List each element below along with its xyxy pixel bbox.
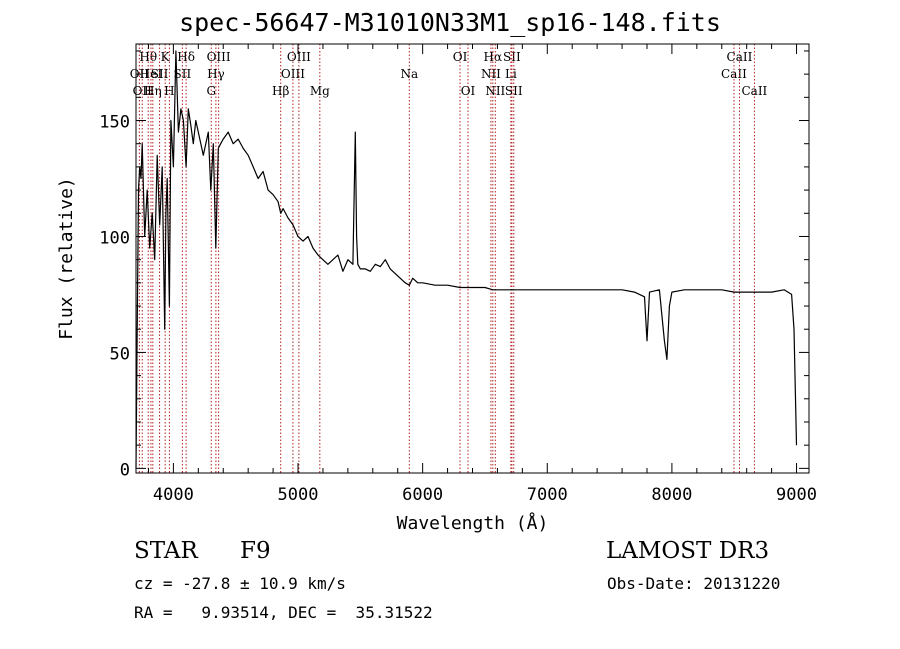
line-label: OIII	[207, 50, 231, 64]
spectral-class: F9	[240, 538, 271, 564]
line-label: Hα	[484, 50, 503, 64]
line-label: NII	[481, 67, 501, 81]
line-label: CaII	[741, 84, 767, 98]
x-tick-label: 4000	[153, 485, 194, 505]
spectrum-line	[135, 50, 798, 469]
line-label: Na	[400, 67, 418, 81]
x-tick-label: 8000	[651, 485, 692, 505]
line-label: Mg	[310, 84, 330, 98]
ra-dec-coordinates: RA = 9.93514, DEC = 35.31522	[134, 603, 433, 622]
line-label: Hγ	[207, 67, 225, 81]
line-label: Hβ	[272, 84, 289, 98]
line-label: Hθ	[139, 50, 157, 64]
x-tick-label: 7000	[527, 485, 568, 505]
line-label: OII	[133, 84, 153, 98]
x-tick-label: 9000	[776, 485, 817, 505]
observation-date: Obs-Date: 20131220	[607, 574, 781, 593]
y-tick-label: 0	[120, 460, 130, 480]
x-tick-label: 6000	[402, 485, 443, 505]
line-label: OI	[453, 50, 468, 64]
line-label: OI	[461, 84, 476, 98]
line-label: Hδ	[177, 50, 195, 64]
line-label: HeI	[140, 67, 163, 81]
plot-frame	[135, 43, 810, 474]
line-label: OIII	[281, 67, 305, 81]
object-type: STAR	[134, 538, 198, 564]
line-label: SII	[151, 67, 169, 81]
line-label: Li	[505, 67, 517, 81]
chart-title: spec-56647-M31010N33M1_sp16-148.fits	[179, 8, 721, 37]
y-tick-label: 50	[110, 344, 130, 364]
line-label: NII	[485, 84, 505, 98]
line-label: G	[206, 84, 216, 98]
line-label: K	[161, 50, 171, 64]
line-label: CaII	[727, 50, 753, 64]
line-label: SII	[503, 50, 521, 64]
line-label: OIII	[287, 50, 311, 64]
line-label: SII	[505, 84, 523, 98]
redshift-velocity: cz = -27.8 ± 10.9 km/s	[134, 574, 346, 593]
survey-name: LAMOST DR3	[606, 538, 770, 564]
x-tick-label: 5000	[278, 485, 319, 505]
y-tick-label: 100	[99, 228, 130, 248]
line-label: H	[164, 84, 174, 98]
line-label: CaII	[721, 67, 747, 81]
line-label: SII	[174, 67, 192, 81]
y-axis-label: Flux (relative)	[56, 177, 77, 340]
line-label: Hη	[144, 84, 162, 98]
x-axis-label: Wavelength (Å)	[397, 512, 549, 534]
y-tick-label: 150	[99, 113, 130, 133]
